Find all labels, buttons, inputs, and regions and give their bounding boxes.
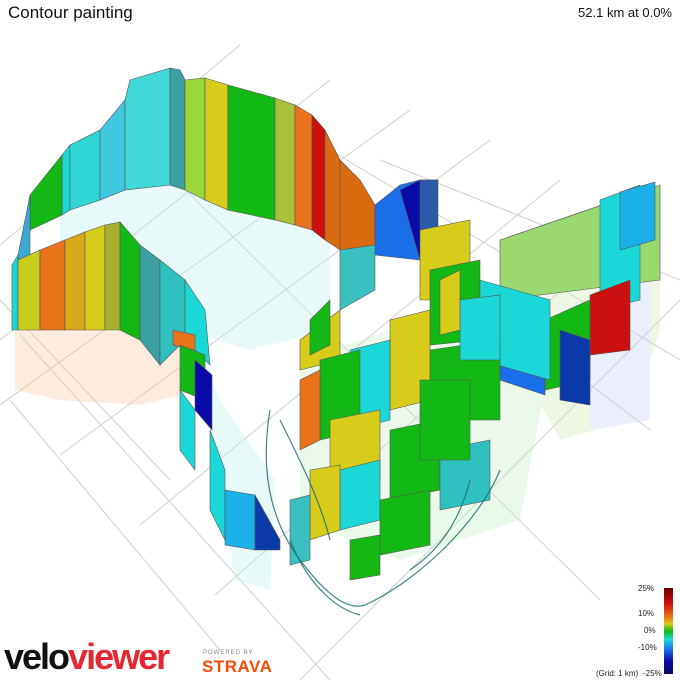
grid-note: (Grid: 1 km) [596, 669, 639, 678]
route-summary: 52.1 km at 0.0% [578, 5, 672, 20]
gradient-legend: 25% 10% 0% -10% (Grid: 1 km) -25% [596, 583, 680, 680]
route-wall [11, 67, 661, 581]
legend-label-0: 0% [644, 626, 656, 635]
strava-logo: STRAVA [202, 657, 273, 676]
powered-by-label: POWERED BY [203, 650, 254, 656]
veloviewer-logo: veloviewer [4, 636, 170, 677]
legend-label-10: 10% [638, 609, 655, 618]
page-title: Contour painting [8, 3, 133, 22]
legend-label-neg10: -10% [638, 643, 657, 652]
gradient-color-bar [664, 588, 673, 674]
route-track [265, 409, 501, 616]
legend-label-25: 25% [638, 584, 655, 593]
legend-label-neg25: -25% [643, 669, 662, 678]
